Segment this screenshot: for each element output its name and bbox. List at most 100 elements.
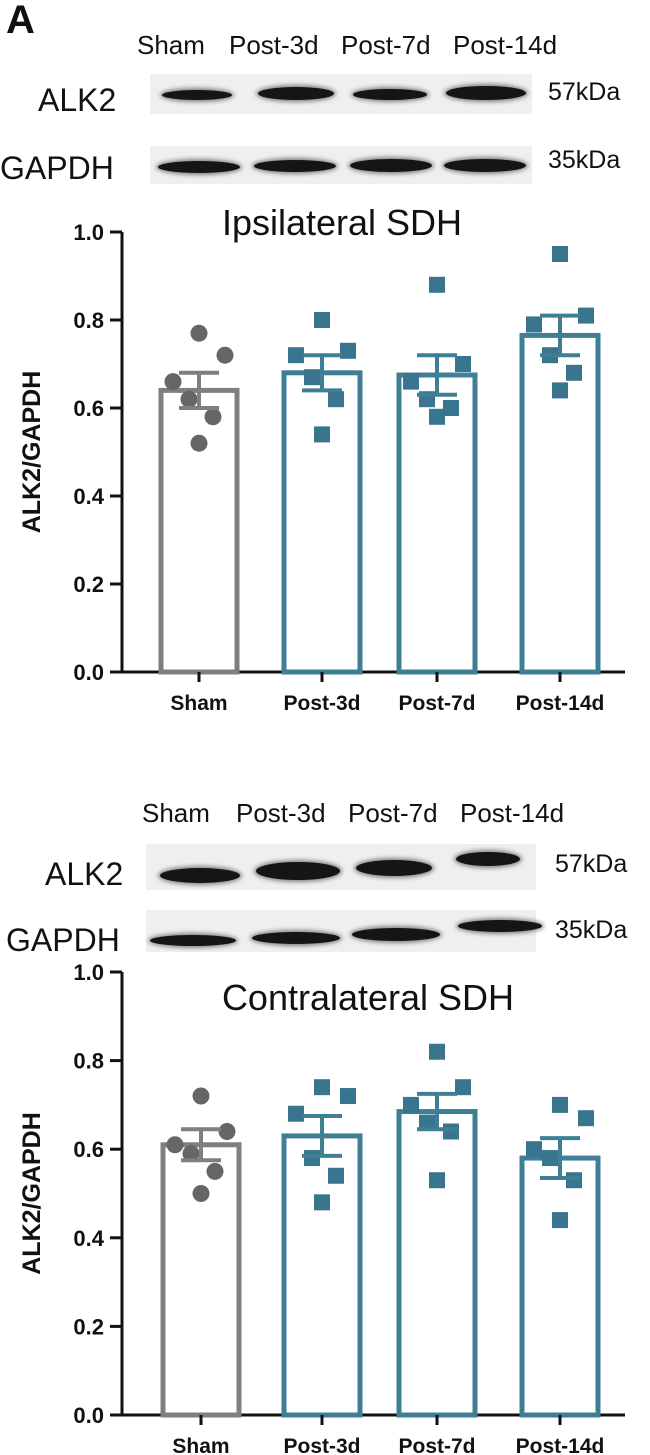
y-tick-label-0-6: 0.6 [73,396,104,421]
data-point-sham [182,1145,200,1163]
data-point-sham [206,1162,224,1180]
y-tick-label-1-0: 1.0 [73,220,104,245]
x-tick-label-post-3d: Post-3d [283,1435,360,1455]
data-point-post-14d [526,1141,542,1158]
data-point-post-7d [443,1123,459,1140]
lane-label-sham: Sham [142,798,210,828]
band-alk2-post-14d [456,852,520,866]
data-point-post-14d [578,307,594,324]
data-point-post-14d [566,364,582,381]
band-alk2-post-7d [356,860,432,876]
kda-label-alk2: 57kDa [555,850,628,878]
lane-label-post-3d: Post-3d [236,798,326,828]
bar-post-3d [281,1133,363,1418]
data-point-sham [216,346,234,364]
bar-post-3d [281,370,363,675]
y-tick-label-1-0: 1.0 [73,960,104,985]
band-alk2-sham [162,90,232,100]
data-point-post-3d [288,1105,304,1122]
band-gapdh-post-3d [254,160,336,172]
x-tick-label-post-14d: Post-14d [516,1435,605,1455]
band-alk2-sham [160,868,240,883]
band-gapdh-post-7d [352,928,440,941]
data-point-post-14d [526,316,542,333]
data-point-post-14d [566,1172,582,1189]
kda-label-alk2: 57kDa [548,78,621,106]
band-gapdh-post-3d [252,932,340,944]
y-tick-label-0-0: 0.0 [73,660,104,685]
band-gapdh-post-14d [444,159,526,172]
western-blot-ipsilateral: Sham Post-3d Post-7d Post-14d ALK2 GAPDH… [0,20,650,220]
data-point-post-7d [455,356,471,372]
data-point-post-14d [552,1212,568,1229]
data-point-sham [180,390,198,408]
x-tick-label-post-7d: Post-7d [398,692,475,715]
band-alk2-post-3d [256,862,340,880]
data-point-post-14d [542,1150,558,1167]
band-alk2-post-3d [258,87,334,100]
data-point-post-3d [340,1088,356,1105]
y-tick-label-0-4: 0.4 [73,484,104,509]
lane-label-post-14d: Post-14d [453,30,558,60]
x-tick-label-post-14d: Post-14d [516,692,605,715]
data-point-sham [192,1087,210,1105]
band-gapdh-sham [158,161,240,173]
x-tick-label-post-3d: Post-3d [283,692,360,715]
band-gapdh-post-7d [350,159,432,172]
data-point-post-3d [314,426,330,443]
data-point-post-7d [429,1172,445,1189]
data-point-sham [164,373,182,391]
data-point-post-14d [578,1110,594,1127]
band-alk2-post-7d [353,89,427,100]
y-tick-label-0-8: 0.8 [73,1049,104,1074]
bar-post-7d [396,1109,478,1418]
bar-sham [158,387,240,675]
data-point-post-14d [552,382,568,399]
data-point-sham [166,1136,184,1154]
western-blot-contralateral: Sham Post-3d Post-7d Post-14d ALK2 GAPDH… [0,790,650,990]
kda-label-gapdh: 35kDa [555,916,628,944]
data-point-post-14d [552,246,568,262]
data-point-sham [190,324,208,342]
data-point-post-3d [314,1194,330,1211]
y-axis-label: ALK2/GAPDH [18,1112,46,1275]
y-tick-label-0-2: 0.2 [73,1314,104,1339]
band-gapdh-sham [150,935,236,946]
y-axis-label: ALK2/GAPDH [18,371,46,534]
data-point-post-7d [429,276,445,293]
lane-label-post-14d: Post-14d [460,798,565,828]
lane-label-post-3d: Post-3d [229,30,319,60]
protein-label-alk2: ALK2 [45,856,124,892]
lane-label-post-7d: Post-7d [348,798,438,828]
protein-label-gapdh: GAPDH [0,150,114,186]
data-point-sham [192,1185,210,1202]
data-point-post-3d [304,369,320,386]
data-point-post-7d [429,408,445,425]
data-point-sham [218,1122,236,1140]
kda-label-gapdh: 35kDa [548,146,621,174]
protein-label-alk2: ALK2 [38,82,117,118]
x-tick-label-post-7d: Post-7d [398,1435,475,1455]
bar-chart-contralateral: Contralateral SDH ALK2/GAPDH 0.0 0.2 0.4 0.6 0… [18,960,625,1455]
y-tick-label-0-8: 0.8 [73,308,104,333]
data-point-sham [190,434,208,452]
lane-label-sham: Sham [137,30,205,60]
data-point-post-7d [403,373,419,390]
data-point-post-3d [328,1167,344,1184]
bar-chart-ipsilateral: Ipsilateral SDH ALK2/GAPDH 0.0 0.2 0.4 0.6 0.8… [18,202,625,715]
y-tick-label-0-2: 0.2 [73,572,104,597]
y-tick-label-0-4: 0.4 [73,1226,104,1251]
x-tick-label-sham: Sham [172,1435,229,1455]
data-point-post-3d [288,347,304,364]
data-point-post-3d [314,312,330,328]
y-tick-label-0-6: 0.6 [73,1137,104,1162]
chart-title: Contralateral SDH [222,977,514,1018]
data-point-sham [204,408,222,426]
x-tick-label-sham: Sham [170,692,227,715]
y-tick-label-0-0: 0.0 [73,1403,104,1428]
data-point-post-7d [403,1096,419,1113]
data-point-post-7d [419,1114,435,1131]
chart-title: Ipsilateral SDH [222,202,462,243]
bar-post-14d [519,1155,601,1418]
data-point-post-3d [340,342,356,359]
